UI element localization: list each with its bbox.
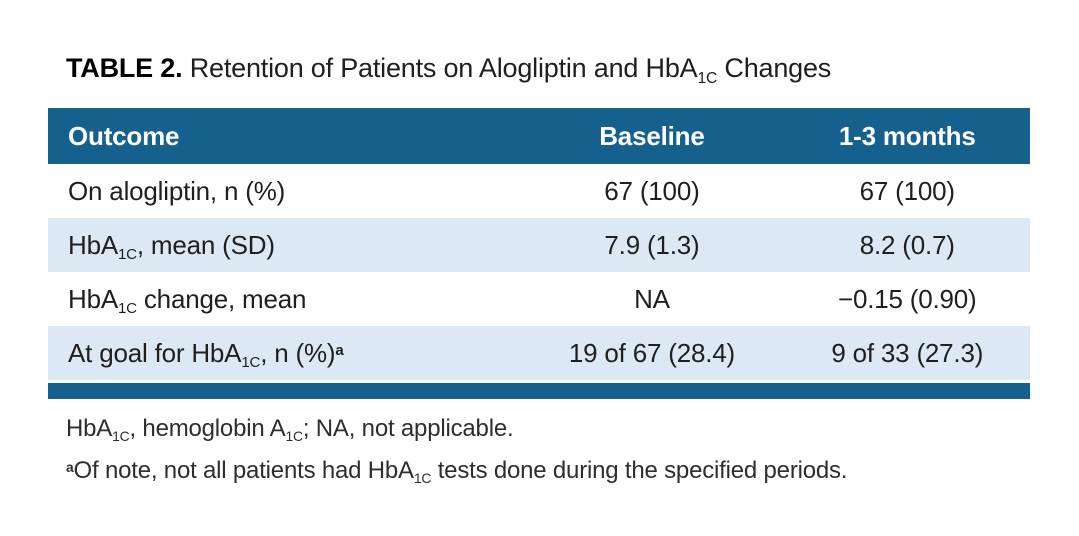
table-caption: TABLE 2. Retention of Patients on Alogli… (48, 52, 1030, 89)
cell-months: 8.2 (0.7) (784, 218, 1030, 272)
cell-outcome: HbA1C, mean (SD) (48, 218, 520, 272)
footnote-a: aOf note, not all patients had HbA1C tes… (66, 457, 848, 486)
cell-outcome: HbA1C change, mean (68, 283, 307, 317)
table-row: At goal for HbA1C, n (%)a 19 of 67 (28.4… (48, 326, 1030, 380)
cell-outcome: On alogliptin, n (%) (68, 175, 286, 206)
column-header-1-3-months: 1-3 months (784, 108, 1030, 164)
cell-baseline: 7.9 (1.3) (519, 218, 785, 272)
table-row: On alogliptin, n (%) 67 (100) 67 (100) (48, 164, 1030, 218)
cell-months: 9 of 33 (27.3) (784, 326, 1030, 380)
cell-baseline: 67 (100) (604, 175, 700, 206)
cell-months: 67 (100) (859, 175, 955, 206)
column-header-outcome: Outcome (48, 108, 520, 164)
column-header-baseline: Baseline (519, 108, 785, 164)
table-caption-text: TABLE 2. Retention of Patients on Alogli… (66, 53, 832, 87)
page: TABLE 2. Retention of Patients on Alogli… (48, 52, 1030, 488)
footnote-abbreviations: HbA1C, hemoglobin A1C; NA, not applicabl… (66, 415, 514, 444)
data-table: Outcome Baseline 1-3 months On aloglipti… (48, 108, 1030, 380)
cell-baseline: NA (634, 283, 670, 314)
table-row: HbA1C change, mean NA −0.15 (0.90) (48, 272, 1030, 326)
cell-outcome: At goal for HbA1C, n (%)a (48, 326, 520, 380)
footnotes: HbA1C, hemoglobin A1C; NA, not applicabl… (48, 414, 1030, 488)
table-bottom-rule (48, 383, 1030, 399)
header-row: Outcome Baseline 1-3 months (48, 108, 1030, 164)
cell-baseline: 19 of 67 (28.4) (519, 326, 785, 380)
table-row: HbA1C, mean (SD) 7.9 (1.3) 8.2 (0.7) (48, 218, 1030, 272)
cell-months: −0.15 (0.90) (837, 283, 977, 314)
